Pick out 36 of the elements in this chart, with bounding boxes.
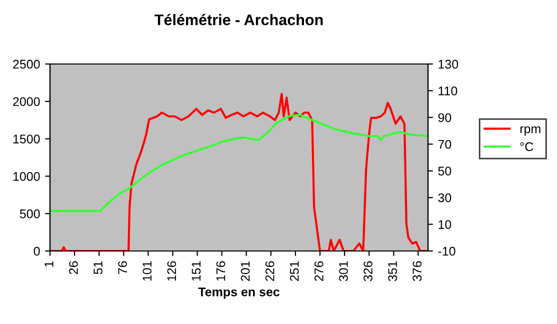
x-tick-label: 126 [167, 261, 176, 281]
line-series [50, 92, 428, 251]
legend-label: rpm [520, 126, 540, 136]
y2-tick-label: 70 [438, 140, 452, 149]
y2-tick-label: -10 [438, 246, 456, 256]
y2-tick-label: 30 [438, 193, 452, 202]
x-tick-label: 351 [388, 261, 397, 282]
y2-tick-label: 50 [438, 166, 452, 176]
line-series [50, 114, 428, 212]
y2-tick-label: 90 [438, 113, 452, 122]
chart-title: Télémétrie - Archachon [154, 14, 323, 26]
x-tick-label: 1 [44, 261, 54, 267]
x-tick-label: 51 [94, 261, 102, 274]
y2-tick-label: 110 [438, 86, 458, 96]
y-tick-label: 1000 [13, 172, 40, 181]
y-tick-label: 2500 [13, 60, 40, 69]
x-tick-label: 226 [265, 261, 274, 281]
y2-tick-label: 10 [438, 220, 452, 229]
x-tick-label: 76 [118, 261, 127, 274]
x-tick-label: 176 [216, 261, 226, 281]
x-tick-label: 101 [142, 261, 152, 281]
x-tick-label: 251 [290, 261, 299, 281]
y-tick-label: 500 [20, 209, 40, 218]
y2-tick-label: 130 [438, 60, 458, 69]
y-tick-label: 1500 [13, 134, 40, 144]
y-tick-label: 0 [34, 246, 40, 256]
x-tick-label: 26 [69, 261, 78, 274]
y-tick-label: 2000 [13, 97, 40, 106]
x-tick-label: 301 [339, 261, 348, 282]
x-tick-label: 151 [192, 261, 201, 281]
x-tick-label: 326 [364, 261, 372, 282]
legend-label: °C [520, 142, 534, 152]
x-tick-label: 201 [240, 261, 250, 281]
x-tick-label: 376 [412, 261, 422, 282]
x-tick-label: 276 [314, 261, 324, 281]
x-axis-title: Temps en sec [198, 288, 280, 299]
